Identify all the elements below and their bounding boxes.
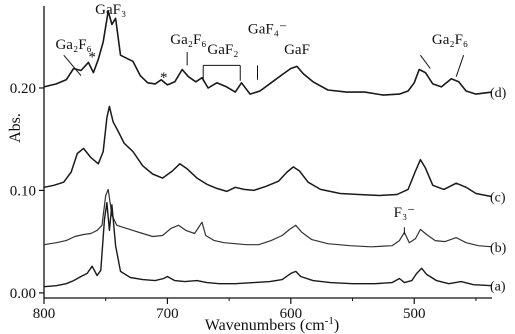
y-axis-title: Abs. xyxy=(7,113,24,143)
peak-label: * xyxy=(160,70,168,86)
x-axis-ticks: 800 700 600 500 xyxy=(33,298,477,322)
y-tick-label: 0.10 xyxy=(10,183,36,199)
peak-label: Ga₂F₆ xyxy=(170,32,206,48)
spectrum-trace-3 xyxy=(43,201,493,288)
x-tick-label: 500 xyxy=(403,306,426,322)
x-axis-title-text: Wavenumbers (cm xyxy=(205,317,326,334)
trace-label: (c) xyxy=(490,191,506,206)
trace-label: (b) xyxy=(490,241,507,256)
x-tick-label: 800 xyxy=(33,306,56,322)
ga2f6-pointer-right-b xyxy=(455,55,465,77)
x-tick-label: 600 xyxy=(280,306,303,322)
y-axis-ticks: 0.00 0.10 0.20 xyxy=(10,81,44,302)
peak-label: GaF₂ xyxy=(207,42,238,58)
spectrum-trace-0 xyxy=(43,10,493,96)
annotation-brackets xyxy=(63,52,465,235)
plot-frame xyxy=(43,6,492,299)
y-tick-label: 0.20 xyxy=(10,81,36,97)
peak-label: * xyxy=(88,49,96,65)
spectra-traces: (d) (c) (b) (a) xyxy=(43,10,507,295)
spectrum-trace-2 xyxy=(43,188,493,248)
x-axis-title-close: ) xyxy=(334,317,339,334)
trace-label: (a) xyxy=(490,280,506,295)
peak-label: GaF₃ xyxy=(95,2,126,18)
spectrum-trace-1 xyxy=(43,105,493,198)
trace-label: (d) xyxy=(490,86,507,101)
x-axis-title: Wavenumbers (cm-1) xyxy=(205,315,340,334)
ga2f6-pointer-right-a xyxy=(420,54,431,69)
peak-label: GaF₄⁻ xyxy=(248,22,287,38)
x-tick-label: 700 xyxy=(156,306,179,322)
peak-label: Ga₂F₆ xyxy=(55,37,91,53)
peak-label: F₃⁻ xyxy=(394,205,416,221)
peak-label: GaF xyxy=(284,42,310,58)
ga2f6-pointer-left xyxy=(63,54,82,76)
peak-label: Ga₂F₆ xyxy=(432,32,468,48)
y-tick-label: 0.00 xyxy=(10,286,36,302)
x-axis-title-superscript: -1 xyxy=(325,315,334,327)
